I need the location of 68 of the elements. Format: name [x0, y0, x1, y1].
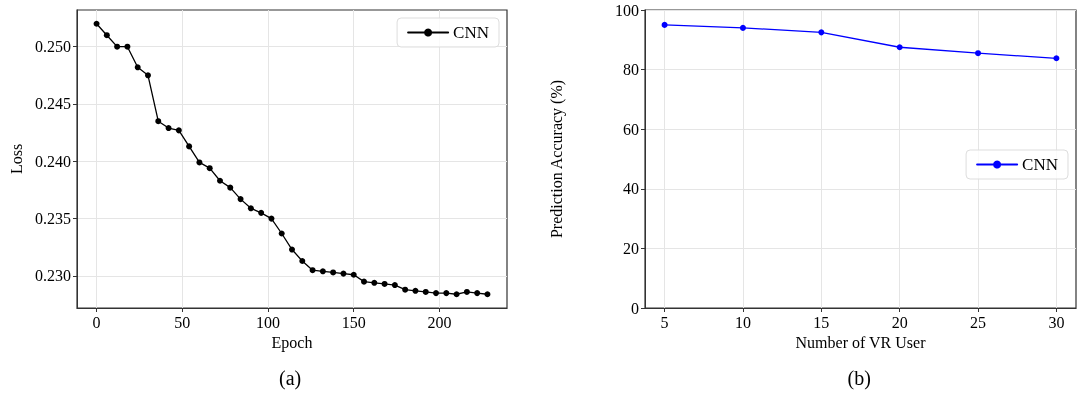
point	[134, 64, 141, 71]
x-tick-label: 150	[341, 313, 366, 331]
point	[453, 291, 460, 298]
point	[165, 125, 172, 132]
point	[268, 215, 275, 222]
point	[319, 268, 326, 275]
point	[114, 43, 121, 50]
x-tick-label: 25	[970, 313, 987, 331]
y-tick-label: 0.250	[35, 38, 71, 56]
y-axis-title: Prediction Accuracy (%)	[547, 79, 566, 239]
point	[227, 184, 234, 191]
point	[103, 32, 110, 39]
y-tick-label: 100	[615, 1, 639, 19]
point	[258, 209, 265, 216]
y-tick-label: 80	[623, 61, 639, 79]
point	[402, 286, 409, 293]
point	[309, 267, 316, 274]
point	[350, 271, 357, 278]
y-tick-label: 0.245	[35, 95, 71, 113]
text: (b)	[847, 367, 871, 390]
point	[247, 205, 254, 212]
point	[93, 20, 100, 27]
x-axis-title: Number of VR User	[795, 334, 927, 352]
x-tick-label: 100	[256, 313, 280, 331]
legend-label: CNN	[453, 23, 490, 42]
y-tick-label: 0.230	[35, 267, 71, 285]
point	[289, 246, 295, 253]
point	[463, 288, 470, 295]
point	[155, 118, 162, 125]
y-tick-label: 40	[623, 180, 639, 198]
y-tick-label: 20	[623, 239, 639, 257]
point	[124, 43, 131, 50]
y-tick-label: 0	[631, 299, 639, 317]
x-tick-label: 30	[1048, 313, 1065, 331]
point	[422, 288, 429, 295]
x-axis-title: Epoch	[271, 334, 313, 353]
point	[206, 165, 213, 172]
y-axis-title: Loss	[7, 143, 25, 175]
point	[443, 290, 450, 297]
point	[433, 290, 440, 297]
y-tick-label: 0.240	[35, 152, 71, 170]
point	[217, 177, 223, 184]
point	[237, 196, 244, 203]
point	[381, 280, 388, 287]
text: (a)	[279, 367, 302, 390]
point	[361, 278, 368, 285]
point	[391, 282, 398, 289]
point	[412, 287, 419, 294]
point	[196, 159, 203, 166]
x-tick-label: 5	[660, 313, 669, 331]
point	[340, 270, 347, 277]
point	[484, 291, 491, 298]
x-tick-label: 20	[891, 313, 908, 331]
y-tick-label: 60	[623, 120, 639, 138]
x-tick-label: 200	[427, 313, 452, 331]
point	[175, 127, 182, 134]
point	[330, 269, 337, 276]
x-tick-label: 15	[813, 313, 830, 331]
point	[144, 72, 151, 79]
y-tick-label: 0.235	[35, 210, 71, 228]
x-tick-label: 0	[92, 313, 101, 331]
legend-label: CNN	[1022, 155, 1059, 174]
x-tick-label: 50	[174, 313, 191, 331]
point	[474, 290, 481, 297]
x-tick-label: 10	[734, 313, 751, 331]
point	[371, 279, 378, 286]
point	[299, 258, 306, 265]
point	[186, 143, 193, 150]
